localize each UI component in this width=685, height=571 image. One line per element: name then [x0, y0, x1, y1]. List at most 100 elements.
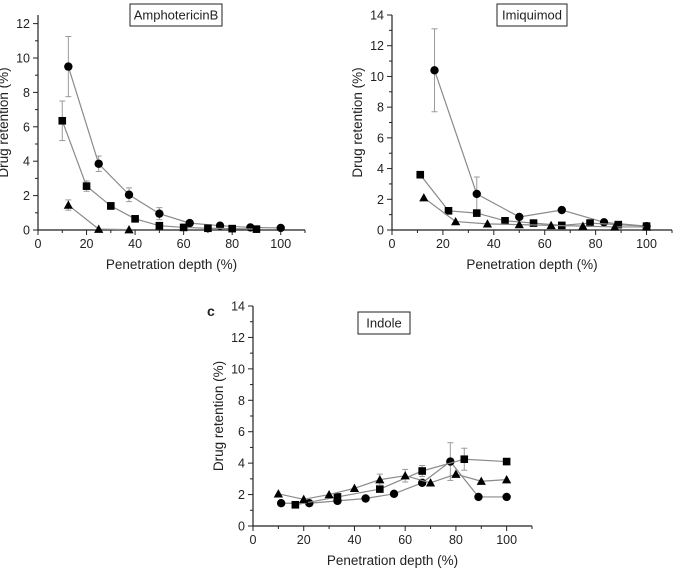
data-point-square — [107, 202, 115, 210]
y-tick-label: 6 — [377, 131, 384, 145]
y-axis-label: Drug retention (%) — [0, 67, 11, 177]
data-point-circle — [599, 218, 609, 227]
series-line-circle — [67, 66, 281, 229]
y-tick-label: 0 — [377, 224, 384, 238]
y-tick-label: 4 — [23, 155, 30, 169]
x-tick-label: 40 — [487, 237, 501, 251]
y-axis-label: Drug retention (%) — [350, 67, 365, 177]
y-tick-label: 2 — [238, 488, 245, 502]
y-tick-label: 2 — [23, 189, 30, 203]
y-tick-label: 4 — [238, 457, 245, 471]
y-tick-label: 6 — [238, 425, 245, 439]
data-point-circle — [94, 159, 103, 168]
data-point-triangle — [94, 224, 104, 233]
data-point-triangle — [375, 475, 385, 484]
data-point-square — [131, 215, 139, 223]
y-tick-label: 6 — [23, 120, 30, 134]
data-point-square — [416, 170, 425, 179]
data-point-square — [502, 457, 511, 466]
data-point-circle — [215, 221, 225, 230]
data-point-square — [204, 224, 212, 233]
data-point-circle — [64, 62, 73, 71]
data-point-circle — [515, 212, 524, 222]
x-tick-label: 80 — [225, 237, 239, 251]
series-line-square — [419, 174, 647, 227]
data-point-triangle — [419, 193, 429, 202]
y-tick-label: 4 — [377, 162, 384, 176]
x-tick-label: 0 — [250, 533, 257, 547]
series-line-triangle — [423, 197, 647, 228]
data-point-circle — [472, 189, 481, 199]
data-point-circle — [430, 66, 439, 75]
data-point-triangle — [451, 216, 461, 226]
x-tick-label: 0 — [389, 237, 396, 251]
x-tick-label: 80 — [589, 237, 603, 251]
y-tick-label: 12 — [370, 39, 384, 53]
data-point-triangle — [425, 478, 436, 487]
y-tick-label: 2 — [377, 193, 384, 207]
x-tick-label: 100 — [496, 533, 517, 547]
x-tick-label: 40 — [128, 237, 142, 251]
data-point-triangle — [63, 200, 73, 209]
data-point-square — [614, 220, 623, 229]
data-point-circle — [557, 205, 566, 215]
chart-title-box — [129, 3, 223, 27]
y-tick-label: 8 — [23, 86, 30, 100]
data-point-square — [460, 455, 469, 464]
y-tick-label: 10 — [231, 362, 245, 376]
data-point-triangle — [476, 476, 486, 485]
x-tick-label: 60 — [398, 533, 412, 547]
data-point-triangle — [299, 494, 309, 503]
x-tick-label: 20 — [436, 237, 450, 251]
y-tick-label: 10 — [370, 70, 384, 84]
x-tick-label: 0 — [35, 237, 42, 251]
y-tick-label: 14 — [231, 300, 245, 314]
data-point-circle — [185, 218, 194, 228]
x-tick-label: 20 — [80, 237, 94, 251]
y-tick-label: 0 — [23, 224, 30, 238]
data-point-square — [228, 224, 236, 233]
data-point-square — [291, 500, 300, 509]
data-point-triangle — [502, 475, 512, 484]
data-point-triangle — [400, 471, 410, 480]
x-axis-label: Penetration depth (%) — [106, 257, 237, 272]
data-point-square — [444, 207, 453, 215]
data-point-square — [529, 219, 538, 227]
y-tick-label: 0 — [238, 520, 245, 534]
data-point-square — [376, 485, 384, 493]
data-point-circle — [276, 499, 286, 508]
series-line-triangle — [278, 473, 507, 500]
x-tick-label: 60 — [177, 237, 191, 251]
data-point-circle — [502, 492, 511, 502]
data-point-triangle — [451, 469, 461, 478]
data-point-square — [58, 116, 67, 125]
data-point-triangle — [349, 483, 360, 492]
panel-letter: c — [207, 303, 215, 319]
series-line-circle — [433, 70, 647, 227]
data-point-square — [333, 493, 342, 501]
data-point-square — [82, 182, 91, 190]
x-tick-label: 40 — [348, 533, 362, 547]
chart-title: Indole — [366, 316, 401, 331]
data-point-circle — [155, 209, 164, 218]
y-tick-label: 12 — [231, 331, 245, 345]
chart-title-box — [357, 311, 411, 335]
x-tick-label: 100 — [270, 237, 291, 251]
data-point-square — [472, 209, 481, 217]
y-tick-label: 12 — [16, 17, 30, 31]
data-point-circle — [276, 223, 285, 233]
data-point-square — [501, 216, 509, 225]
data-point-square — [418, 467, 426, 475]
data-point-triangle — [324, 489, 334, 499]
data-point-square — [155, 221, 164, 230]
chart-title: Imiquimod — [502, 8, 562, 23]
data-point-square — [179, 223, 188, 232]
chart-title: AmphotericinB — [134, 8, 219, 23]
data-point-triangle — [514, 220, 524, 229]
data-point-circle — [124, 190, 134, 199]
data-point-triangle — [641, 222, 652, 231]
chart-title-box — [496, 3, 568, 27]
x-tick-label: 20 — [297, 533, 311, 547]
x-tick-label: 100 — [636, 237, 657, 251]
